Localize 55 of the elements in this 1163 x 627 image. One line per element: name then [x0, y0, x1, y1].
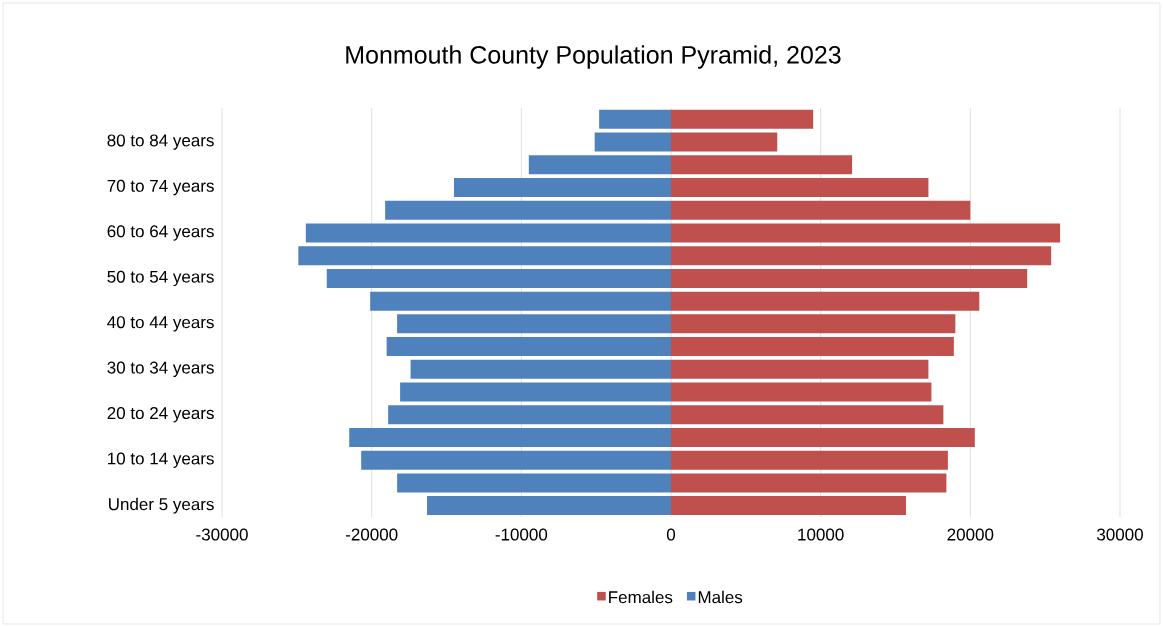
bar [453, 178, 671, 198]
bar [671, 427, 975, 447]
bar [671, 382, 932, 402]
bar [671, 450, 948, 470]
x-tick-label: 0 [666, 528, 676, 541]
bar [671, 359, 929, 379]
bar [385, 200, 671, 220]
y-tick-label: 70 to 74 years [107, 179, 214, 196]
bar [671, 337, 954, 357]
y-tick-label: Under 5 years [109, 497, 214, 514]
y-tick-label: 30 to 34 years [107, 361, 214, 377]
x-tick-label: 10000 [798, 528, 844, 541]
bar [594, 132, 671, 152]
bar [671, 314, 956, 334]
bar [326, 268, 671, 288]
x-tick-label: 20000 [947, 528, 994, 541]
bar [361, 450, 671, 470]
chart-title: Monmouth County Population Pyramid, 2023 [346, 45, 841, 69]
bar [671, 291, 980, 311]
bar [671, 155, 853, 175]
bar [528, 155, 671, 175]
bar [671, 405, 944, 425]
y-tick-label: 40 to 44 years [107, 316, 214, 332]
bar [671, 473, 947, 493]
bar [671, 246, 1052, 266]
y-tick-label: 50 to 54 years [107, 270, 214, 287]
bar [305, 223, 671, 243]
bar [298, 246, 671, 266]
bar [386, 337, 671, 357]
bar [397, 473, 671, 493]
bar [671, 268, 1028, 288]
bar [388, 405, 671, 425]
bar [397, 314, 671, 334]
x-tick-label: -20000 [345, 528, 398, 541]
bar [671, 178, 929, 198]
legend-label: Males [698, 590, 743, 604]
x-tick-label: -30000 [196, 528, 248, 541]
y-tick-label: 60 to 64 years [107, 225, 214, 241]
bar [349, 427, 671, 447]
x-tick-label: 30000 [1097, 528, 1143, 541]
bar [671, 223, 1061, 243]
bar [410, 359, 671, 379]
legend-label: Females [609, 590, 673, 604]
bar [599, 109, 671, 129]
bar [671, 132, 778, 152]
bar [400, 382, 671, 402]
bar [671, 109, 814, 129]
y-tick-label: 10 to 14 years [108, 452, 214, 468]
bar [427, 496, 671, 516]
bar [671, 200, 971, 220]
bar [370, 291, 671, 311]
y-tick-label: 80 to 84 years [107, 134, 214, 150]
bar [671, 496, 906, 516]
x-tick-label: -10000 [495, 528, 548, 541]
y-tick-label: 20 to 24 years [107, 407, 214, 423]
